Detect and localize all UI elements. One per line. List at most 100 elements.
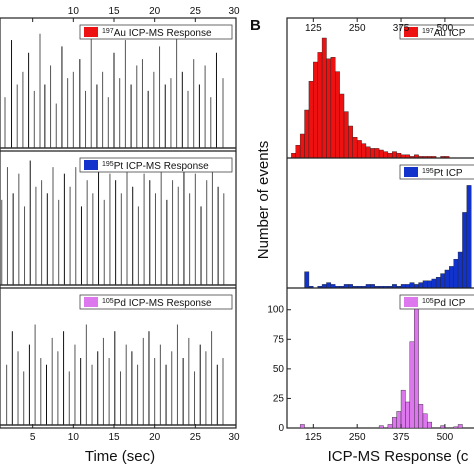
histogram-bar bbox=[361, 143, 367, 159]
histogram-bar bbox=[422, 413, 428, 429]
x-tick-label-top: 250 bbox=[349, 23, 366, 34]
x-tick-label-bottom: 5 bbox=[30, 432, 36, 443]
legend-swatch bbox=[84, 27, 98, 37]
histogram-bar bbox=[444, 269, 450, 289]
histogram-bar bbox=[427, 280, 432, 289]
histogram-bar bbox=[313, 61, 318, 159]
x-tick-label-top: 15 bbox=[108, 6, 120, 17]
x-tick-label-top: 375 bbox=[393, 23, 410, 34]
legend-label: 197Au ICP-MS Response bbox=[102, 28, 212, 39]
histogram-bar bbox=[304, 109, 310, 159]
histogram-bar bbox=[378, 425, 384, 429]
y-tick-label: 25 bbox=[273, 393, 285, 404]
panel-b-x-axis-label: ICP-MS Response (c bbox=[328, 448, 469, 465]
histogram-bar bbox=[392, 417, 397, 429]
histogram-bar bbox=[418, 404, 424, 429]
histogram-bar bbox=[396, 411, 402, 429]
histogram-bar bbox=[348, 125, 353, 159]
histogram-bar bbox=[374, 148, 380, 159]
histogram-bar bbox=[291, 152, 296, 159]
legend-box bbox=[399, 164, 474, 180]
histogram-bar bbox=[308, 80, 314, 159]
x-tick-label-bottom: 250 bbox=[349, 432, 366, 443]
histogram-bar bbox=[326, 58, 332, 159]
histogram-bar bbox=[378, 149, 384, 159]
legend-label: 197Au ICP bbox=[422, 28, 466, 39]
histogram-bar bbox=[356, 140, 362, 159]
histogram-bar bbox=[418, 282, 424, 289]
histogram-bar bbox=[365, 146, 371, 159]
panel-a-frame bbox=[0, 17, 237, 429]
legend-swatch bbox=[404, 27, 418, 37]
panel-b-y-axis-label: Number of events bbox=[255, 141, 272, 259]
legend-swatch bbox=[84, 297, 98, 307]
histogram-bar bbox=[392, 151, 397, 159]
histogram-bar bbox=[299, 424, 305, 429]
histogram-bar bbox=[387, 424, 393, 429]
histogram-bar bbox=[299, 133, 305, 159]
histogram-bar bbox=[409, 341, 415, 429]
histogram-bar bbox=[387, 152, 393, 159]
histogram-bar bbox=[422, 280, 428, 289]
histogram-bar bbox=[317, 52, 323, 159]
histogram-bar bbox=[321, 37, 327, 159]
histogram-bar bbox=[457, 424, 463, 429]
histogram-bar bbox=[409, 282, 415, 289]
histogram-bar bbox=[453, 259, 459, 289]
x-tick-label-bottom: 375 bbox=[393, 432, 410, 443]
x-tick-label-top: 30 bbox=[228, 6, 240, 17]
x-tick-label-bottom: 15 bbox=[108, 432, 120, 443]
x-tick-label-bottom: 20 bbox=[149, 432, 161, 443]
legend-swatch bbox=[84, 160, 98, 170]
x-tick-label-top: 125 bbox=[305, 23, 322, 34]
x-tick-label-bottom: 125 bbox=[305, 432, 322, 443]
legend-swatch bbox=[404, 167, 418, 177]
histogram-bar bbox=[435, 277, 441, 289]
histogram-bar bbox=[414, 304, 419, 429]
legend-box bbox=[79, 157, 233, 173]
legend-box bbox=[399, 294, 474, 310]
legend-label: 195Pt ICP bbox=[422, 168, 463, 179]
panel-a-time-traces: 197Au ICP-MS Response 195Pt ICP-MS Respon… bbox=[0, 6, 240, 443]
legend-box bbox=[79, 24, 233, 40]
histogram-bar bbox=[370, 148, 375, 159]
panel-b-histograms: 197Au ICP 195Pt ICP 0 25 50 75 100 105Pd ICP 125… bbox=[267, 17, 474, 443]
legend-label: 105Pd ICP bbox=[422, 298, 466, 309]
histogram-bar bbox=[343, 111, 349, 159]
histogram-bar bbox=[431, 278, 437, 289]
y-tick-label: 0 bbox=[278, 423, 284, 434]
histogram-bar bbox=[440, 273, 446, 289]
histogram-bar bbox=[326, 282, 332, 289]
legend-swatch bbox=[404, 297, 418, 307]
x-tick-label-bottom: 30 bbox=[228, 432, 240, 443]
y-tick-label: 75 bbox=[273, 334, 285, 345]
histogram-bar bbox=[466, 185, 472, 289]
histogram-bar bbox=[383, 151, 389, 159]
x-tick-label-top: 20 bbox=[149, 6, 161, 17]
histogram-bar bbox=[396, 152, 402, 159]
histogram-bar bbox=[449, 266, 454, 289]
y-tick-label: 50 bbox=[273, 364, 285, 375]
histogram-bar bbox=[330, 57, 336, 159]
x-tick-label-top: 10 bbox=[68, 6, 80, 17]
histogram-bar bbox=[453, 426, 459, 429]
histogram-bar bbox=[405, 401, 411, 429]
y-tick-label: 100 bbox=[267, 305, 284, 316]
panel-letter-b: B bbox=[250, 17, 261, 34]
legend-label: 195Pt ICP-MS Response bbox=[102, 161, 209, 172]
x-tick-label-top: 500 bbox=[437, 23, 454, 34]
legend-box bbox=[79, 294, 233, 310]
legend-box bbox=[399, 24, 474, 40]
legend-label: 105Pd ICP-MS Response bbox=[102, 298, 212, 309]
histogram-bar bbox=[352, 136, 358, 159]
histogram-bar bbox=[304, 271, 310, 289]
x-tick-label-bottom: 10 bbox=[68, 432, 80, 443]
histogram-bar bbox=[295, 144, 301, 159]
histogram-bar bbox=[339, 93, 345, 159]
x-tick-label-bottom: 25 bbox=[190, 432, 202, 443]
x-tick-label-bottom: 500 bbox=[437, 432, 454, 443]
histogram-bar bbox=[462, 212, 468, 289]
histogram-bar bbox=[335, 71, 340, 159]
histogram-bar bbox=[457, 251, 463, 289]
